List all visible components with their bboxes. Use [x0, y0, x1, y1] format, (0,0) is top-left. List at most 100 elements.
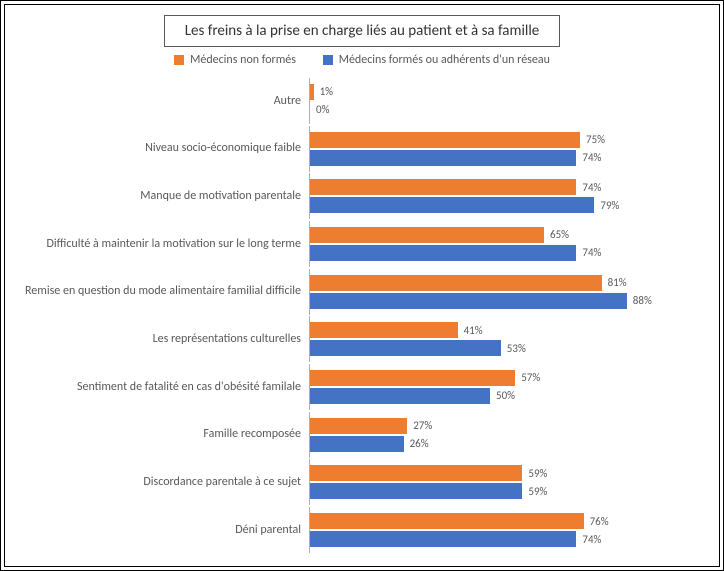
bar-value-b: 74% — [582, 246, 601, 259]
bar-group: 59%59% — [309, 459, 705, 505]
bar-group: 65% 74% — [309, 221, 705, 267]
bar-wrap-b: 0% — [310, 102, 705, 118]
bar-value-a: 27% — [413, 419, 432, 432]
bar-wrap-b: 74% — [310, 245, 705, 261]
bar-b — [310, 150, 576, 166]
bar-a — [310, 179, 576, 195]
bar-wrap-b: 50% — [310, 388, 705, 404]
bar-wrap-b: 79% — [310, 197, 705, 213]
bar-value-b: 74% — [582, 151, 601, 164]
legend: Médecins non formés Médecins formés ou a… — [19, 53, 705, 69]
bar-wrap-a: 76% — [310, 513, 705, 529]
bar-value-a: 41% — [464, 324, 483, 337]
chart-plot-area: Autre1%0%Niveau socio-économique faible7… — [19, 77, 705, 554]
chart-row: Déni parental76%74% — [19, 507, 705, 553]
bar-group: 81% 88% — [309, 269, 705, 315]
bar-wrap-a: 74% — [310, 179, 705, 195]
bar-value-b: 50% — [496, 389, 515, 402]
bar-b — [310, 436, 404, 452]
legend-item-a: Médecins non formés — [174, 53, 296, 67]
chart-row: Sentiment de fatalité en cas d'obésité f… — [19, 364, 705, 410]
legend-label-b: Médecins formés ou adhérents d'un réseau — [339, 53, 550, 67]
bar-value-b: 0% — [316, 103, 329, 116]
chart-container: Les freins à la prise en charge liés au … — [4, 4, 720, 567]
bar-value-a: 59% — [528, 467, 547, 480]
chart-row: Famille recomposée27%26% — [19, 412, 705, 458]
bar-b — [310, 531, 576, 547]
bar-value-b: 79% — [600, 199, 619, 212]
bar-value-b: 59% — [528, 485, 547, 498]
bar-value-a: 74% — [582, 181, 601, 194]
bar-wrap-b: 74% — [310, 531, 705, 547]
legend-swatch-b — [323, 55, 333, 65]
bar-wrap-a: 81% — [310, 275, 705, 291]
bar-group: 75%74% — [309, 126, 705, 172]
bar-b — [310, 483, 522, 499]
chart-title: Les freins à la prise en charge liés au … — [164, 15, 561, 47]
bar-wrap-a: 27% — [310, 418, 705, 434]
category-label: Discordance parentale à ce sujet — [19, 475, 309, 489]
bar-wrap-a: 59% — [310, 465, 705, 481]
bar-value-b: 88% — [633, 294, 652, 307]
bar-b — [310, 197, 594, 213]
legend-swatch-a — [174, 55, 184, 65]
bar-wrap-a: 41% — [310, 322, 705, 338]
bar-a — [310, 418, 407, 434]
bar-b — [310, 293, 627, 309]
bar-a — [310, 513, 584, 529]
chart-row: Manque de motivation parentale74%79% — [19, 173, 705, 219]
bar-wrap-a: 1% — [310, 84, 705, 100]
bar-group: 76%74% — [309, 507, 705, 553]
bar-a — [310, 465, 522, 481]
bar-value-a: 1% — [320, 85, 333, 98]
category-label: Niveau socio-économique faible — [19, 141, 309, 155]
bar-a — [310, 275, 602, 291]
bar-value-b: 26% — [410, 437, 429, 450]
category-label: Les représentations culturelles — [19, 332, 309, 346]
bar-value-a: 75% — [586, 133, 605, 146]
category-label: Remise en question du mode alimentaire f… — [19, 284, 309, 298]
bar-group: 41% 53% — [309, 316, 705, 362]
bar-b — [310, 245, 576, 261]
category-label: Manque de motivation parentale — [19, 189, 309, 203]
bar-b — [310, 340, 501, 356]
bar-a — [310, 132, 580, 148]
bar-group: 1%0% — [309, 78, 705, 124]
bar-wrap-a: 65% — [310, 227, 705, 243]
bar-value-b: 74% — [582, 533, 601, 546]
bar-value-b: 53% — [507, 342, 526, 355]
chart-row: Les représentations culturelles 41% 53% — [19, 316, 705, 362]
bar-value-a: 57% — [521, 371, 540, 384]
chart-row: Autre1%0% — [19, 78, 705, 124]
chart-row: Discordance parentale à ce sujet59%59% — [19, 459, 705, 505]
category-label: Autre — [19, 94, 309, 108]
bar-value-a: 76% — [590, 515, 609, 528]
bar-a — [310, 370, 515, 386]
chart-row: Niveau socio-économique faible75%74% — [19, 126, 705, 172]
bar-group: 74%79% — [309, 173, 705, 219]
outer-frame: Les freins à la prise en charge liés au … — [0, 0, 724, 571]
category-label: Difficulté à maintenir la motivation sur… — [19, 237, 309, 251]
category-label: Déni parental — [19, 523, 309, 537]
bar-b — [310, 388, 490, 404]
bar-wrap-b: 53% — [310, 340, 705, 356]
chart-row: Difficulté à maintenir la motivation sur… — [19, 221, 705, 267]
category-label: Sentiment de fatalité en cas d'obésité f… — [19, 380, 309, 394]
bar-group: 27%26% — [309, 412, 705, 458]
legend-label-a: Médecins non formés — [190, 53, 296, 67]
bar-wrap-b: 59% — [310, 483, 705, 499]
bar-wrap-a: 57% — [310, 370, 705, 386]
bar-value-a: 65% — [550, 228, 569, 241]
category-label: Famille recomposée — [19, 427, 309, 441]
bar-wrap-a: 75% — [310, 132, 705, 148]
bar-wrap-b: 88% — [310, 293, 705, 309]
bar-group: 57% 50% — [309, 364, 705, 410]
legend-item-b: Médecins formés ou adhérents d'un réseau — [323, 53, 550, 67]
bar-wrap-b: 74% — [310, 150, 705, 166]
bar-value-a: 81% — [608, 276, 627, 289]
chart-row: Remise en question du mode alimentaire f… — [19, 269, 705, 315]
bar-a — [310, 227, 544, 243]
bar-a — [310, 84, 314, 100]
bar-wrap-b: 26% — [310, 436, 705, 452]
bar-a — [310, 322, 458, 338]
